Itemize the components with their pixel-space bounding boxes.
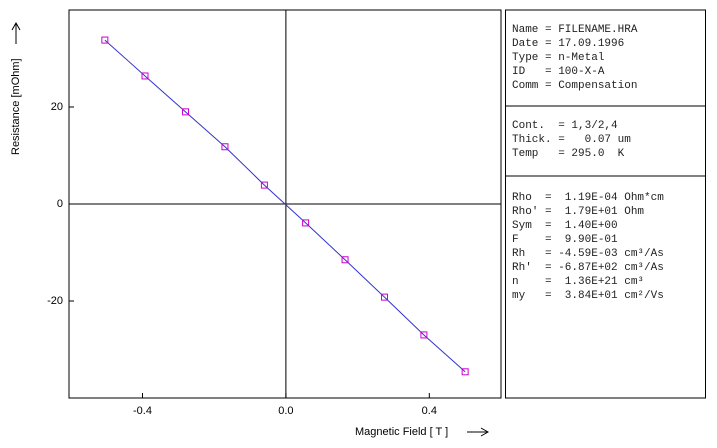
fit-line <box>104 39 466 373</box>
y-tick-label: -20 <box>47 295 63 307</box>
y-axis-label: Resistance [mOhm] <box>10 58 22 155</box>
x-tick-label: -0.4 <box>133 405 152 417</box>
panel-text: Cont. = 1,3/2,4 <box>512 120 618 132</box>
y-tick-label: 20 <box>51 101 63 113</box>
x-axis-label: Magnetic Field [ T ] <box>355 426 448 438</box>
panel-text: Rho = 1.19E-04 Ohm*cm <box>512 192 664 204</box>
panel-text: Date = 17.09.1996 <box>512 38 624 50</box>
x-tick-label: 0.0 <box>278 405 293 417</box>
panel-text: ID = 100-X-A <box>512 66 605 78</box>
panel-text: n = 1.36E+21 cm³ <box>512 276 644 288</box>
data-point <box>101 36 109 44</box>
data-point <box>380 293 388 301</box>
y-arrow <box>11 21 21 44</box>
data-point <box>341 256 349 264</box>
x-tick-label: 0.4 <box>422 405 437 417</box>
data-point <box>182 108 190 116</box>
panel-text: F = 9.90E-01 <box>512 234 618 246</box>
panel-text: Comm = Compensation <box>512 80 637 92</box>
data-point <box>302 219 310 227</box>
panel-text: Temp = 295.0 K <box>512 148 625 160</box>
panel-text: Name = FILENAME.HRA <box>512 24 638 36</box>
panel-box <box>505 175 706 399</box>
data-point <box>260 181 268 189</box>
panel-text: Type = n-Metal <box>512 52 604 64</box>
panel-text: Rh = -4.59E-03 cm³/As <box>512 248 664 260</box>
data-point <box>461 368 469 376</box>
data-point <box>420 331 428 339</box>
data-point <box>141 72 149 80</box>
panel-text: Rho' = 1.79E+01 Ohm <box>512 206 644 218</box>
panel-text: my = 3.84E+01 cm²/Vs <box>512 290 664 302</box>
y-tick-label: 0 <box>57 198 63 210</box>
data-point <box>221 143 229 151</box>
panel-text: Sym = 1.40E+00 <box>512 220 618 232</box>
panel-text: Thick. = 0.07 um <box>512 134 631 146</box>
panel-text: Rh' = -6.87E+02 cm³/As <box>512 262 664 274</box>
x-arrow <box>467 427 490 437</box>
